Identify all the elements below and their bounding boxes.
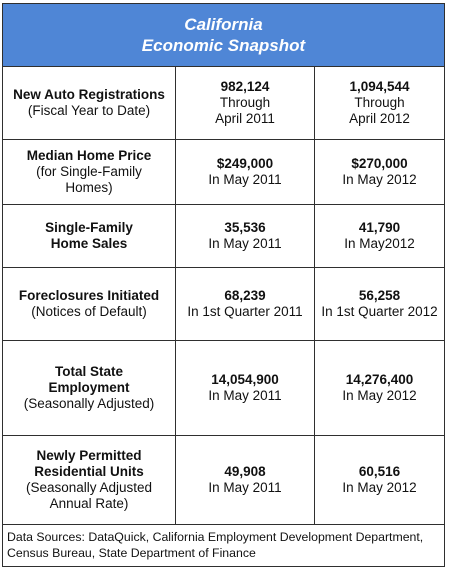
row-label: Total State Employment (Seasonally Adjuste… [3, 341, 176, 435]
row-label-title: Foreclosures Initiated [18, 288, 160, 303]
col1-period: Through [219, 95, 271, 110]
footer-line-2: Census Bureau, State Department of Finan… [7, 546, 256, 560]
row-label-title: Home Sales [50, 236, 128, 251]
col2-cell: 60,516 In May 2012 [315, 436, 444, 524]
table-row: New Auto Registrations (Fiscal Year to Da… [3, 67, 444, 140]
col1-value: $249,000 [216, 156, 274, 171]
col2-value: 41,790 [358, 220, 401, 235]
col2-value: 56,258 [358, 288, 401, 303]
row-label-note: Annual Rate) [49, 496, 129, 511]
row-label-title: Single-Family [45, 220, 133, 235]
footer-line-1: Data Sources: DataQuick, California Empl… [7, 530, 424, 544]
col2-period: April 2012 [349, 111, 410, 126]
col1-value: 49,908 [224, 464, 266, 479]
col1-value: 35,536 [224, 220, 266, 235]
col2-period: In May2012 [344, 236, 415, 251]
col2-period: In May 2012 [342, 388, 417, 403]
row-label-title: Median Home Price [26, 148, 152, 163]
col2-period: Through [354, 95, 405, 110]
row-label-note: (Seasonally Adjusted [25, 480, 153, 495]
col1-period: April 2011 [215, 111, 275, 126]
row-label-note: (Notices of Default) [31, 304, 147, 319]
row-label: Newly Permitted Residential Units (Seasona… [3, 436, 176, 524]
row-label-title: Total State [54, 364, 123, 379]
col2-value: $270,000 [351, 156, 408, 171]
row-label-title: Employment [48, 380, 130, 395]
col1-cell: 35,536 In May 2011 [176, 205, 315, 267]
row-label-title: New Auto Registrations [13, 87, 165, 102]
row-label-note: Homes) [65, 180, 113, 195]
col1-period: In May 2011 [208, 236, 282, 251]
row-label-title: Residential Units [34, 464, 144, 479]
row-label: New Auto Registrations (Fiscal Year to Da… [3, 67, 176, 139]
col2-value: 60,516 [358, 464, 401, 479]
col2-period: In May 2012 [342, 172, 417, 187]
col2-cell: 1,094,544 Through April 2012 [315, 67, 444, 139]
col1-period: In 1st Quarter 2011 [187, 304, 303, 319]
row-label: Foreclosures Initiated (Notices of Defaul… [3, 268, 176, 340]
table-header: California Economic Snapshot [3, 4, 444, 67]
row-label: Single-Family Home Sales [3, 205, 176, 267]
col2-cell: $270,000 In May 2012 [315, 140, 444, 204]
table-row: Median Home Price (for Single-Family Homes… [3, 140, 444, 205]
col1-cell: 49,908 In May 2011 [176, 436, 315, 524]
table-row: Total State Employment (Seasonally Adjuste… [3, 341, 444, 436]
table-body: New Auto Registrations (Fiscal Year to Da… [3, 67, 444, 525]
title-line-2: Economic Snapshot [141, 36, 306, 55]
table-row: Single-Family Home Sales 35,536 In May 2011… [3, 205, 444, 268]
table-row: Newly Permitted Residential Units (Seasona… [3, 436, 444, 525]
row-label-note: (for Single-Family [36, 164, 142, 179]
row-label-title: Newly Permitted [36, 448, 142, 463]
col2-value: 14,276,400 [345, 372, 414, 387]
row-label-note: (Seasonally Adjusted) [23, 396, 155, 411]
col1-period: In May 2011 [208, 388, 282, 403]
table-row: Foreclosures Initiated (Notices of Defaul… [3, 268, 444, 341]
col1-cell: 982,124 Through April 2011 [176, 67, 315, 139]
row-label-note: (Fiscal Year to Date) [27, 103, 151, 118]
col2-cell: 41,790 In May2012 [315, 205, 444, 267]
col1-cell: 14,054,900 In May 2011 [176, 341, 315, 435]
col2-period: In 1st Quarter 2012 [321, 304, 438, 319]
title-line-1: California [184, 15, 263, 34]
col1-cell: $249,000 In May 2011 [176, 140, 315, 204]
col1-value: 982,124 [220, 79, 270, 94]
col2-cell: 56,258 In 1st Quarter 2012 [315, 268, 444, 340]
data-sources-note: Data Sources: DataQuick, California Empl… [3, 525, 444, 566]
col2-cell: 14,276,400 In May 2012 [315, 341, 444, 435]
col2-value: 1,094,544 [349, 79, 410, 94]
col1-period: In May 2011 [208, 172, 282, 187]
col1-value: 14,054,900 [211, 372, 279, 387]
col1-cell: 68,239 In 1st Quarter 2011 [176, 268, 315, 340]
row-label: Median Home Price (for Single-Family Homes… [3, 140, 176, 204]
col2-period: In May 2012 [342, 480, 417, 495]
col1-period: In May 2011 [208, 480, 282, 495]
col1-value: 68,239 [224, 288, 266, 303]
economic-snapshot-table: California Economic Snapshot New Auto Re… [2, 3, 445, 567]
